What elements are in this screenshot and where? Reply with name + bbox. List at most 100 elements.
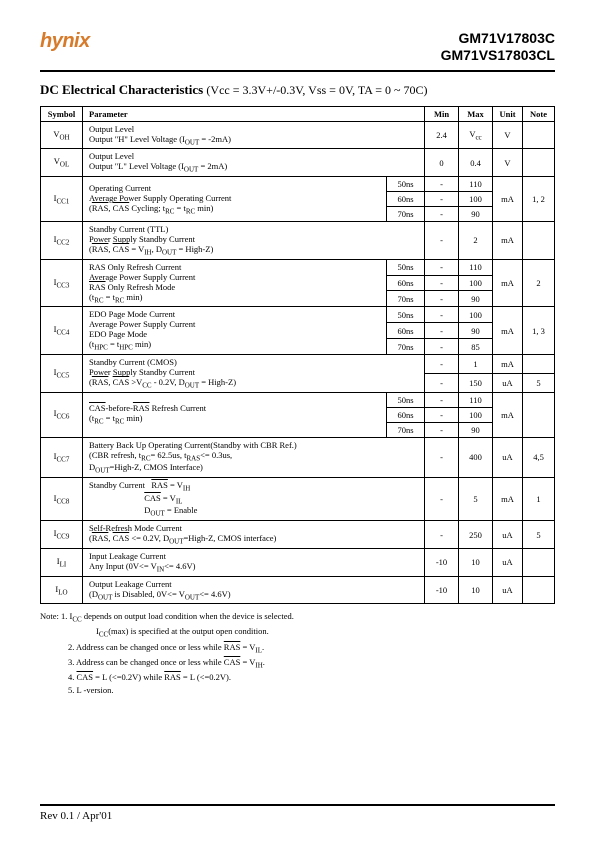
note-2: 2. Address can be changed once or less w… <box>68 641 555 656</box>
cell-symbol: ICC6 <box>41 392 83 437</box>
cell-note: 1, 3 <box>523 307 555 355</box>
cell-symbol: ICC2 <box>41 221 83 259</box>
cell-sub: 60ns <box>387 275 425 291</box>
table-row: ICC2 Standby Current (TTL)Power Supply S… <box>41 221 555 259</box>
table-row: ICC6 CAS-before-RAS Refresh Current(tRC … <box>41 392 555 407</box>
cell-param: Output LevelOutput "H" Level Voltage (IO… <box>83 121 425 149</box>
cell-note: 5 <box>523 521 555 549</box>
cell-max: 400 <box>459 437 493 477</box>
cell-min: - <box>425 521 459 549</box>
cell-symbol: ILO <box>41 576 83 604</box>
cell-min: - <box>425 176 459 191</box>
cell-min: - <box>425 259 459 275</box>
col-unit: Unit <box>493 106 523 121</box>
cell-sub: 60ns <box>387 407 425 422</box>
cell-min: - <box>425 478 459 521</box>
revision-text: Rev 0.1 / Apr'01 <box>40 810 112 822</box>
cell-max: 10 <box>459 548 493 576</box>
cell-min: 2.4 <box>425 121 459 149</box>
cell-unit: mA <box>493 221 523 259</box>
cell-note: 2 <box>523 259 555 307</box>
table-row: ICC7 Battery Back Up Operating Current(S… <box>41 437 555 477</box>
col-note: Note <box>523 106 555 121</box>
cell-unit: V <box>493 149 523 177</box>
cell-note <box>523 221 555 259</box>
title-conditions: (Vcc = 3.3V+/-0.3V, Vss = 0V, TA = 0 ~ 7… <box>206 83 427 97</box>
cell-sub: 50ns <box>387 259 425 275</box>
cell-min: -10 <box>425 548 459 576</box>
cell-note <box>523 576 555 604</box>
cell-sub: 60ns <box>387 323 425 339</box>
table-row: ICC8 Standby Current RAS = VIH CAS = VIL… <box>41 478 555 521</box>
cell-note: 1, 2 <box>523 176 555 221</box>
cell-sub: 70ns <box>387 291 425 307</box>
col-symbol: Symbol <box>41 106 83 121</box>
table-row: ILO Output Leakage Current(DOUT is Disab… <box>41 576 555 604</box>
table-row: ICC5 Standby Current (CMOS)Power Supply … <box>41 355 555 374</box>
cell-param: CAS-before-RAS Refresh Current(tRC = tRC… <box>83 392 387 437</box>
cell-sub: 50ns <box>387 307 425 323</box>
cell-max: 85 <box>459 339 493 355</box>
cell-param: Standby Current (TTL)Power Supply Standb… <box>83 221 425 259</box>
cell-symbol: ICC9 <box>41 521 83 549</box>
table-row: ICC4 EDO Page Mode CurrentAverage Power … <box>41 307 555 323</box>
col-max: Max <box>459 106 493 121</box>
cell-max: 2 <box>459 221 493 259</box>
page-footer: Rev 0.1 / Apr'01 <box>40 804 555 822</box>
part-number-2: GM71VS17803CL <box>441 47 555 64</box>
cell-symbol: ICC7 <box>41 437 83 477</box>
cell-max: 100 <box>459 307 493 323</box>
part-number-1: GM71V17803C <box>441 30 555 47</box>
cell-min: - <box>425 291 459 307</box>
cell-max: 110 <box>459 259 493 275</box>
cell-param: Standby Current RAS = VIH CAS = VIL DOUT… <box>83 478 425 521</box>
cell-note: 5 <box>523 373 555 392</box>
cell-max: 150 <box>459 373 493 392</box>
cell-note <box>523 149 555 177</box>
cell-unit: mA <box>493 355 523 374</box>
cell-min: - <box>425 373 459 392</box>
cell-param: Input Leakage CurrentAny Input (0V<= VIN… <box>83 548 425 576</box>
cell-max: 90 <box>459 323 493 339</box>
cell-unit: mA <box>493 176 523 221</box>
cell-unit: uA <box>493 576 523 604</box>
notes-section: Note: 1. ICC depends on output load cond… <box>40 610 555 696</box>
cell-unit: mA <box>493 392 523 437</box>
cell-max: 10 <box>459 576 493 604</box>
cell-min: - <box>425 307 459 323</box>
cell-param: Standby Current (CMOS)Power Supply Stand… <box>83 355 425 393</box>
cell-note: 1 <box>523 478 555 521</box>
cell-max: 1 <box>459 355 493 374</box>
cell-symbol: ICC8 <box>41 478 83 521</box>
note-1a: Note: 1. ICC depends on output load cond… <box>68 610 555 625</box>
cell-max: 90 <box>459 206 493 221</box>
part-numbers: GM71V17803C GM71VS17803CL <box>441 30 555 64</box>
cell-unit: V <box>493 121 523 149</box>
company-logo: hynix <box>40 30 90 53</box>
cell-unit: uA <box>493 373 523 392</box>
cell-min: - <box>425 339 459 355</box>
cell-max: Vcc <box>459 121 493 149</box>
table-row: ICC9 Self-Refresh Mode Current(RAS, CAS … <box>41 521 555 549</box>
cell-unit: mA <box>493 478 523 521</box>
cell-min: - <box>425 437 459 477</box>
note-5: 5. L -version. <box>68 684 555 697</box>
cell-unit: mA <box>493 259 523 307</box>
table-row: ICC3 RAS Only Refresh CurrentAverage Pow… <box>41 259 555 275</box>
table-row: VOH Output LevelOutput "H" Level Voltage… <box>41 121 555 149</box>
cell-unit: mA <box>493 307 523 355</box>
title-text: DC Electrical Characteristics <box>40 82 203 97</box>
cell-sub: 60ns <box>387 191 425 206</box>
cell-min: - <box>425 392 459 407</box>
cell-max: 110 <box>459 176 493 191</box>
cell-param: RAS Only Refresh CurrentAverage Power Su… <box>83 259 387 307</box>
cell-unit: uA <box>493 521 523 549</box>
cell-unit: uA <box>493 548 523 576</box>
note-4: 4. CAS = L (<=0.2V) while RAS = L (<=0.2… <box>68 671 555 684</box>
cell-symbol: ICC4 <box>41 307 83 355</box>
page-header: hynix GM71V17803C GM71VS17803CL <box>40 30 555 72</box>
cell-max: 250 <box>459 521 493 549</box>
cell-symbol: VOL <box>41 149 83 177</box>
cell-note <box>523 121 555 149</box>
cell-min: - <box>425 355 459 374</box>
